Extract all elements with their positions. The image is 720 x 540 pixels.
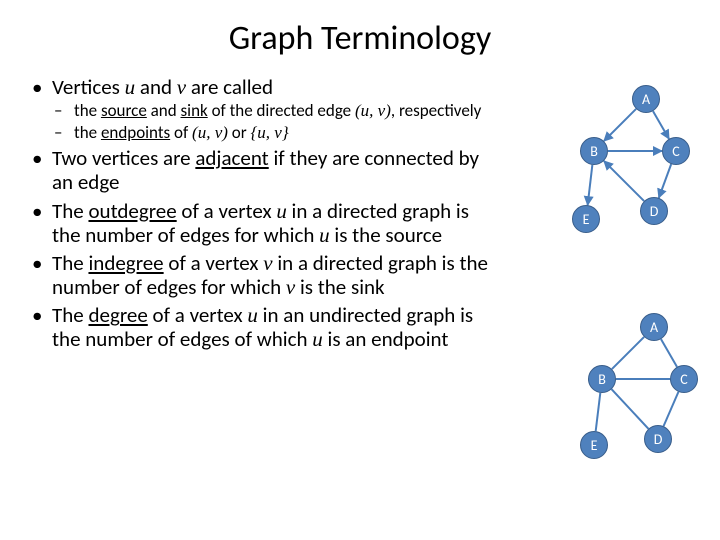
graph-edge [664, 392, 679, 426]
graph-edge [661, 339, 677, 367]
graph-edge [604, 109, 636, 141]
term-degree: degree [88, 302, 147, 328]
var-u: u [247, 303, 258, 327]
bullet-1: Vertices u and v are called the source a… [28, 75, 494, 142]
graph-node-e: E [572, 205, 600, 233]
text: or [228, 122, 251, 143]
page-title: Graph Terminology [0, 0, 720, 67]
graph-node-c: C [670, 365, 698, 393]
text: are called [186, 74, 273, 100]
term-sink: sink [181, 100, 208, 121]
text: The [52, 250, 88, 276]
bullet-5: The degree of a vertex u in an undirecte… [28, 303, 494, 351]
text: Two vertices are [52, 145, 195, 171]
bullet-4: The indegree of a vertex v in a directed… [28, 251, 494, 299]
text: is the source [330, 222, 442, 248]
text: The [52, 198, 88, 224]
text-column: Vertices u and v are called the source a… [28, 75, 502, 505]
bullet-2: Two vertices are adjacent if they are co… [28, 146, 494, 194]
graph-node-a: A [640, 313, 668, 341]
graph-node-e: E [580, 431, 608, 459]
term-endpoints: endpoints [101, 122, 170, 143]
graph-edge [653, 111, 669, 139]
graph-node-c: C [662, 137, 690, 165]
bullet-3: The outdegree of a vertex u in a directe… [28, 199, 494, 247]
graph-edge [596, 393, 601, 431]
sub-list-1: the source and sink of the directed edge… [52, 101, 494, 142]
graph-edge [604, 161, 644, 201]
graph-node-a: A [632, 85, 660, 113]
term-outdegree: outdegree [88, 198, 176, 224]
text: , respectively [391, 100, 482, 121]
term-source: source [101, 100, 147, 121]
edge-notation: (u, v) [355, 101, 391, 120]
text: of a vertex [148, 302, 248, 328]
graph-area: ABCEDABCED [502, 75, 692, 505]
text: of a vertex [177, 198, 277, 224]
content-area: Vertices u and v are called the source a… [0, 67, 720, 505]
term-indegree: indegree [88, 250, 163, 276]
text: of a vertex [164, 250, 264, 276]
edge-notation: {u, v} [250, 123, 288, 142]
text: the [74, 122, 101, 143]
text: The [52, 302, 88, 328]
text: of [170, 122, 192, 143]
text: the [74, 100, 101, 121]
graph-node-d: D [644, 425, 672, 453]
term-adjacent: adjacent [195, 145, 268, 171]
text: and [147, 100, 181, 121]
text: is an endpoint [323, 326, 449, 352]
edge-notation: (u, v) [192, 123, 228, 142]
graph-node-b: B [580, 137, 608, 165]
text: and [135, 74, 177, 100]
var-u: u [312, 327, 323, 351]
sub-1b: the endpoints of (u, v) or {u, v} [52, 123, 494, 143]
sub-1a: the source and sink of the directed edge… [52, 101, 494, 121]
text: Vertices [52, 74, 125, 100]
var-v: v [263, 251, 272, 275]
var-u: u [276, 199, 287, 223]
graph-column: ABCEDABCED [502, 75, 692, 505]
var-v: v [286, 275, 295, 299]
graph-node-d: D [640, 197, 668, 225]
var-u: u [125, 75, 136, 99]
graph-edge [612, 389, 649, 429]
bullet-list: Vertices u and v are called the source a… [28, 75, 494, 351]
text: is the sink [295, 274, 384, 300]
graph-edge [659, 164, 671, 198]
graph-edge [588, 165, 593, 205]
graph-node-b: B [588, 365, 616, 393]
var-v: v [177, 75, 186, 99]
graph-edge [612, 337, 644, 369]
var-u: u [319, 223, 330, 247]
text: of the directed edge [208, 100, 355, 121]
